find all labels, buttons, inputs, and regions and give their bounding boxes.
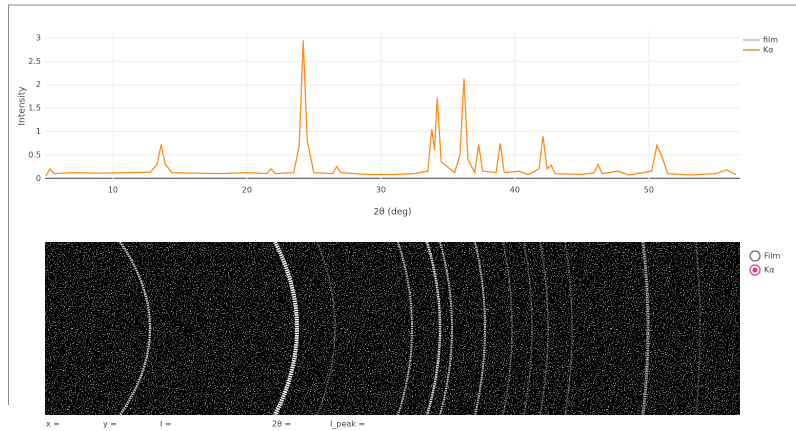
diffraction-ring xyxy=(119,242,151,415)
diffraction-ring xyxy=(474,242,486,415)
y-tick-label: 2.5 xyxy=(28,57,41,66)
x-tick-label: 50 xyxy=(644,186,654,195)
diffraction-ring xyxy=(273,242,299,415)
radio-button[interactable] xyxy=(749,250,761,262)
diffraction-ring xyxy=(523,242,533,415)
diffraction-ring xyxy=(439,242,453,415)
diffraction-ring xyxy=(695,242,701,415)
y-tick-label: 0.5 xyxy=(28,150,41,159)
diffraction-ring xyxy=(641,242,650,415)
radio-label[interactable]: Film xyxy=(764,252,780,261)
readout-label: 2θ = xyxy=(272,420,291,429)
diffraction-ring xyxy=(397,242,413,415)
diffraction-ring xyxy=(502,242,513,415)
plot: 0 0.5 1 1.5 2 2.5 3 10 20 30 40 50 2θ (deg) Intensity… xyxy=(18,30,778,218)
y-tick-label: 0 xyxy=(36,174,41,183)
x-axis-title: 2θ (deg) xyxy=(373,208,411,218)
x-tick-label: 40 xyxy=(510,186,520,195)
x-tick-label: 20 xyxy=(242,186,252,195)
y-tick-label: 1.5 xyxy=(28,104,41,113)
diffraction-image xyxy=(45,242,740,415)
readout-label: I = xyxy=(160,420,172,429)
diffraction-ring xyxy=(425,242,442,415)
readout-label: I_peak = xyxy=(330,420,365,429)
diffraction-ring xyxy=(564,242,573,415)
y-tick-label: 1 xyxy=(36,127,41,136)
image-noise xyxy=(45,242,740,415)
readout-label: y = xyxy=(103,420,117,429)
y-tick-label: 3 xyxy=(36,33,41,42)
controls: Film Kα x = y = I = 2θ = I_peak = xyxy=(46,250,780,429)
legend-label: Kα xyxy=(763,46,774,55)
x-tick-label: 30 xyxy=(376,186,386,195)
readout-label: x = xyxy=(46,420,60,429)
legend-label: film xyxy=(763,36,778,45)
y-tick-label: 2 xyxy=(36,80,41,89)
diffraction-ring xyxy=(316,242,336,415)
radio-label[interactable]: Kα xyxy=(764,266,775,275)
diffraction-ring xyxy=(539,242,549,415)
y-axis-title: Intensity xyxy=(18,86,28,126)
series-line xyxy=(45,40,737,177)
radio-dot[interactable] xyxy=(752,267,758,273)
x-tick-label: 10 xyxy=(108,186,118,195)
